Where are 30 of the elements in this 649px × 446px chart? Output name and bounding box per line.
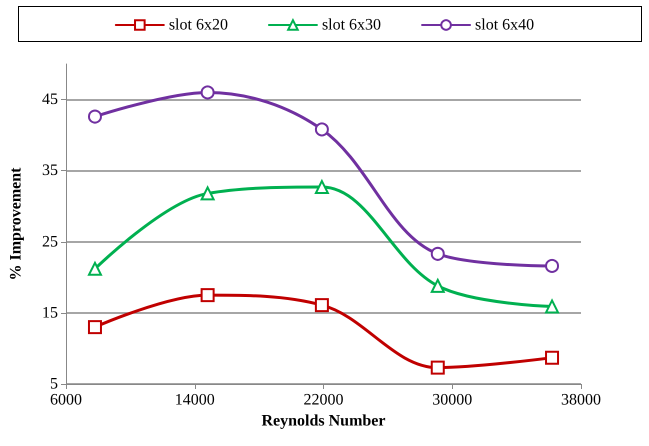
y-tick-label: 5 — [50, 376, 58, 392]
point — [200, 186, 215, 200]
y-tick-label: 15 — [42, 304, 58, 322]
point — [545, 350, 560, 365]
point — [88, 110, 102, 124]
point — [200, 288, 215, 302]
point — [200, 85, 215, 100]
point — [545, 258, 560, 273]
point — [314, 298, 329, 312]
x-tick-label: 38000 — [561, 392, 601, 408]
legend-label: slot 6x30 — [322, 16, 382, 34]
point — [314, 122, 329, 136]
x-tick-label: 6000 — [50, 392, 82, 408]
point — [88, 262, 102, 276]
point — [430, 246, 445, 261]
x-tick-label: 22000 — [304, 392, 344, 408]
x-tick-label: 14000 — [174, 392, 215, 408]
legend-label: slot 6x40 — [475, 16, 534, 34]
x-tick-label: 30000 — [432, 392, 472, 408]
y-tick-label: 35 — [42, 162, 58, 180]
x-axis-title: Reynolds Number — [261, 412, 386, 430]
point — [88, 320, 102, 334]
y-axis-title: % Improvement — [8, 166, 24, 281]
point — [430, 278, 445, 293]
point — [314, 180, 329, 194]
point — [430, 360, 445, 375]
legend-label: slot 6x20 — [168, 16, 228, 34]
y-tick-label: 25 — [42, 233, 58, 250]
point — [545, 299, 560, 314]
y-tick-label: 45 — [42, 91, 58, 108]
